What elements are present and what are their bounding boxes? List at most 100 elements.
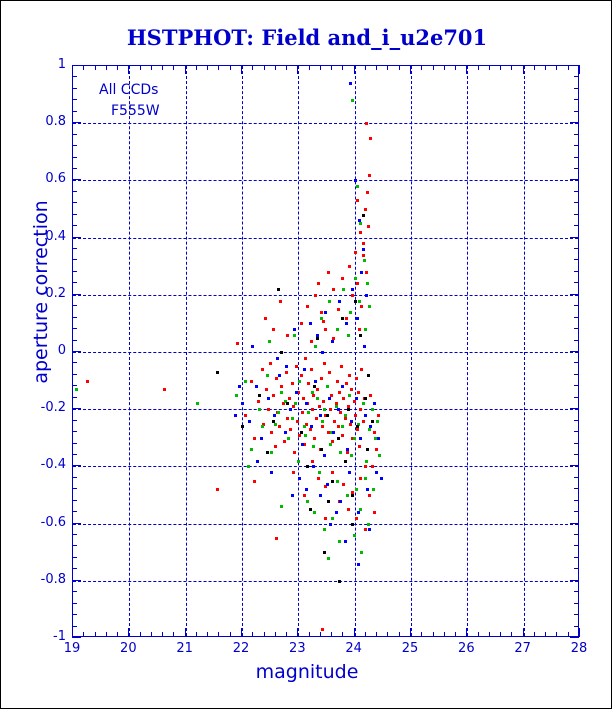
data-point-chip4: [359, 333, 363, 337]
tick-y-minor-right: [574, 431, 579, 433]
data-point-chip3: [309, 425, 313, 429]
data-point-chip1: [361, 419, 365, 423]
data-point-chip3: [353, 179, 357, 183]
data-point-chip1: [348, 265, 352, 269]
tick-x-minor: [556, 632, 558, 637]
data-point-chip2: [323, 408, 327, 412]
tick-label-x: 28: [570, 641, 588, 656]
data-point-chip2: [283, 399, 287, 403]
tick-y-minor: [72, 385, 77, 387]
data-point-chip1: [284, 371, 288, 375]
tick-y-minor: [72, 488, 77, 490]
data-point-chip2: [319, 316, 323, 320]
tick-x-minor-top: [331, 65, 333, 70]
data-point-chip3: [295, 391, 299, 395]
data-point-chip1: [280, 385, 284, 389]
data-point-chip2: [290, 416, 294, 420]
data-point-chip2: [342, 288, 346, 292]
tick-x-minor-top: [432, 65, 434, 70]
tick-x-major: [466, 628, 468, 637]
tick-y-minor-right: [574, 202, 579, 204]
tick-x-minor-top: [173, 65, 175, 70]
tick-x-minor-top: [308, 65, 310, 70]
tick-x-minor: [500, 632, 502, 637]
data-point-chip2: [337, 539, 341, 543]
data-point-chip4: [286, 402, 290, 406]
data-point-chip3: [369, 425, 373, 429]
data-point-chip1: [316, 388, 320, 392]
data-point-chip3: [368, 528, 372, 532]
tick-label-x: 25: [401, 641, 419, 656]
data-point-chip1: [163, 388, 167, 392]
tick-y-minor-right: [574, 545, 579, 547]
data-point-chip2: [350, 99, 354, 103]
tick-y-minor: [72, 99, 77, 101]
data-point-chip2: [325, 385, 329, 389]
tick-y-major: [72, 465, 81, 467]
tick-x-minor: [567, 632, 569, 637]
tick-x-minor: [421, 632, 423, 637]
data-point-chip4: [337, 579, 341, 583]
data-point-chip1: [353, 250, 357, 254]
data-point-chip1: [367, 494, 371, 497]
data-point-chip3: [311, 465, 315, 469]
tick-y-minor-right: [574, 499, 579, 501]
tick-y-major-right: [570, 179, 579, 181]
tick-x-major: [184, 628, 186, 637]
data-point-chip4: [346, 408, 350, 412]
data-point-chip4: [326, 499, 330, 503]
tick-y-minor-right: [574, 87, 579, 89]
data-point-chip3: [318, 413, 322, 417]
data-point-chip1: [260, 368, 264, 372]
tick-y-minor-right: [574, 602, 579, 604]
data-point-chip3: [298, 476, 302, 480]
data-point-chip1: [287, 396, 291, 400]
data-point-chip3: [305, 402, 309, 406]
data-point-chip3: [255, 459, 259, 463]
tick-y-minor-right: [574, 339, 579, 341]
tick-x-minor: [364, 632, 366, 637]
data-point-chip1: [350, 388, 354, 392]
tick-x-major-top: [72, 65, 73, 74]
tick-label-x: 21: [176, 641, 193, 656]
data-point-chip1: [342, 396, 346, 400]
data-point-chip2: [302, 425, 306, 429]
data-point-chip2: [243, 379, 247, 383]
data-point-chip3: [254, 385, 258, 389]
tick-x-minor-top: [421, 65, 423, 70]
data-point-chip4: [363, 396, 367, 400]
data-point-chip4: [366, 448, 370, 452]
data-point-chip3: [289, 408, 293, 412]
data-point-chip1: [359, 230, 363, 234]
data-point-chip2: [349, 310, 353, 314]
data-point-chip3: [316, 333, 320, 337]
data-point-chip1: [262, 422, 266, 426]
gridline-vertical: [411, 66, 412, 636]
tick-label-y: 0.8: [45, 114, 66, 130]
data-point-chip1: [363, 465, 367, 469]
data-point-chip3: [283, 431, 287, 435]
data-point-chip2: [293, 402, 297, 406]
tick-y-major-right: [570, 408, 579, 410]
data-point-chip1: [343, 416, 347, 420]
data-point-chip3: [327, 396, 331, 400]
data-point-chip3: [290, 494, 294, 497]
data-point-chip1: [364, 270, 368, 274]
data-point-chip3: [238, 385, 242, 389]
tick-x-minor-top: [286, 65, 288, 70]
tick-y-minor-right: [574, 442, 579, 444]
data-point-chip3: [363, 413, 367, 417]
gridline-vertical: [242, 66, 243, 636]
data-point-chip1: [299, 373, 303, 377]
data-point-chip3: [357, 562, 361, 566]
data-point-chip1: [292, 451, 296, 455]
data-point-chip1: [319, 310, 323, 314]
data-point-chip4: [343, 459, 347, 463]
data-point-chip1: [340, 365, 344, 369]
tick-y-major: [72, 408, 81, 410]
data-point-chip3: [344, 322, 348, 326]
data-point-chip2: [257, 408, 261, 412]
data-point-chip3: [360, 270, 364, 274]
tick-x-minor-top: [376, 65, 378, 70]
data-point-chip1: [264, 388, 268, 392]
